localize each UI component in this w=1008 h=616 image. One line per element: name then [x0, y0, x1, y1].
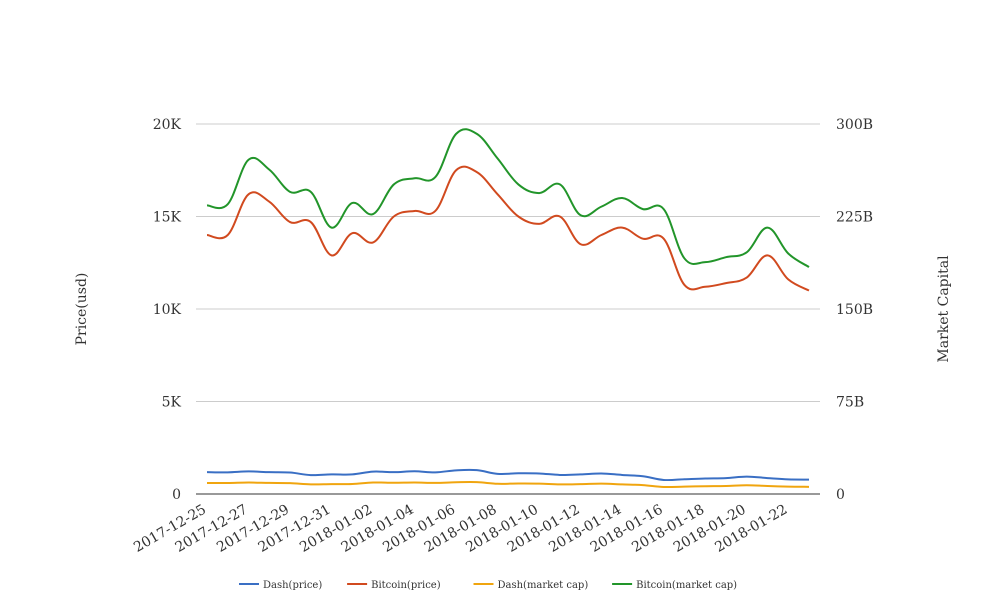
legend-label: Dash(market cap) [498, 580, 589, 591]
y-left-tick-label: 15K [153, 210, 182, 226]
series-line-bitcoin-price [206, 165, 810, 292]
legend-item-dash-price: Dash(price) [239, 580, 322, 591]
legend-label: Bitcoin(price) [371, 580, 441, 591]
series-line-dash-market-cap [206, 481, 810, 489]
y-right-axis-title: Market Capital [936, 255, 952, 363]
y-right-tick-label: 300B [836, 117, 873, 133]
y-left-tick-label: 10K [153, 302, 182, 318]
legend-label: Bitcoin(market cap) [636, 580, 737, 591]
series-line-bitcoin-market-cap [206, 128, 810, 268]
gridlines [196, 123, 820, 402]
y-right-tick-label: 0 [836, 487, 845, 503]
legend-item-bitcoin-market-cap: Bitcoin(market cap) [612, 580, 737, 591]
legend-item-bitcoin-price: Bitcoin(price) [347, 580, 441, 591]
y-right-tick-label: 225B [836, 210, 873, 226]
y-left-tick-label: 0 [172, 487, 181, 503]
y-left-tick-label: 20K [153, 117, 182, 133]
legend-label: Dash(price) [263, 580, 322, 591]
y-left-tick-label: 5K [162, 395, 182, 411]
y-right-tick-label: 150B [836, 302, 873, 318]
legend-item-dash-market-cap: Dash(market cap) [473, 580, 589, 591]
y-right-tick-label: 75B [836, 395, 864, 411]
legend: Dash(price) Bitcoin(price) Dash(market cap… [239, 580, 737, 591]
y-left-axis-title: Price(usd) [74, 273, 90, 346]
series-lines [206, 128, 810, 489]
series-line-dash-price [206, 468, 810, 482]
